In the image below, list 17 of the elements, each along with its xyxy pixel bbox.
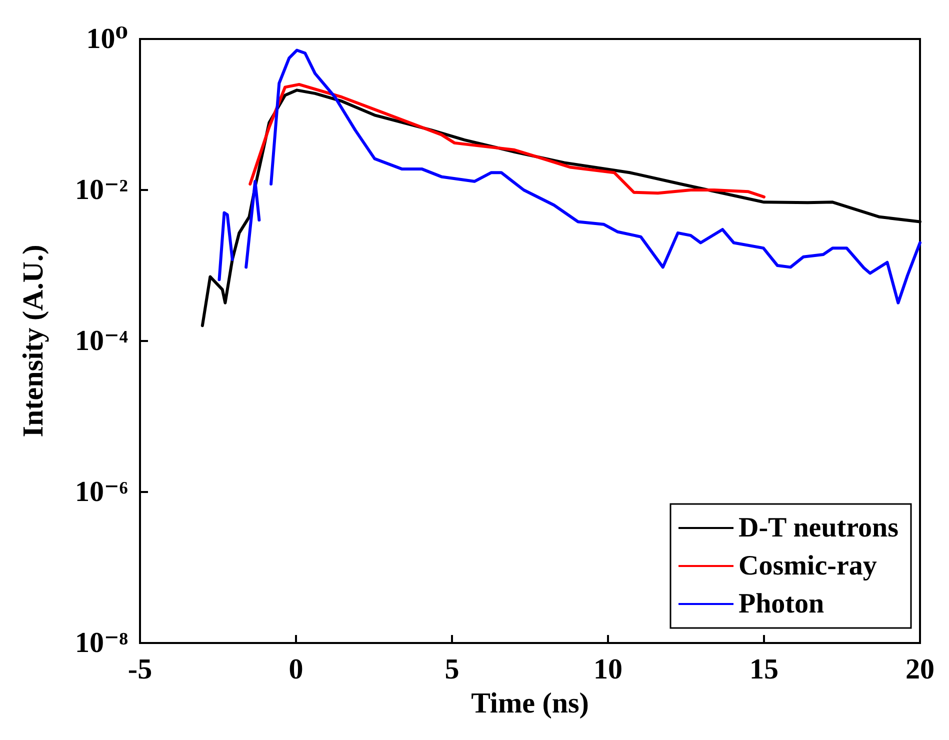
y-tick-label: 10⁻² bbox=[74, 174, 128, 206]
y-axis-title: Intensity (A.U.) bbox=[18, 244, 50, 438]
y-tick-label: 10⁻⁸ bbox=[74, 627, 128, 659]
legend-label: Cosmic-ray bbox=[738, 550, 877, 582]
legend-label: Photon bbox=[738, 588, 824, 620]
x-axis-title: Time (ns) bbox=[471, 688, 589, 720]
x-tick-label: 0 bbox=[288, 654, 304, 686]
y-tick-label: 10⁻⁴ bbox=[74, 325, 128, 357]
y-tick-label: 10⁰ bbox=[86, 23, 128, 55]
y-tick-label: 10⁻⁶ bbox=[74, 476, 128, 508]
x-tick-label: -5 bbox=[128, 654, 152, 686]
x-tick-label: 20 bbox=[906, 654, 934, 686]
x-tick-label: 10 bbox=[594, 654, 622, 686]
legend-label: D-T neutrons bbox=[738, 512, 899, 544]
x-tick-label: 15 bbox=[750, 654, 778, 686]
line-series bbox=[248, 82, 766, 198]
x-tick-label: 5 bbox=[444, 654, 460, 686]
